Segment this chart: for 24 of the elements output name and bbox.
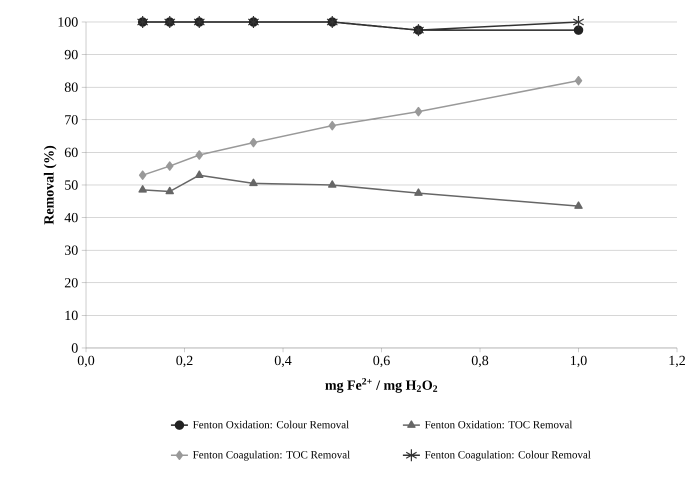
x-tick-label: 1,2: [670, 356, 685, 368]
y-tick-label: 80: [64, 82, 78, 92]
x-tick-label: 0,6: [373, 356, 390, 368]
x-tick-label: 1,0: [571, 356, 587, 368]
y-tick-label: 60: [64, 148, 78, 158]
y-tick-label: 50: [65, 180, 78, 190]
y-tick-label: 30: [64, 245, 78, 255]
y-axis-title: Removal (%): [44, 146, 56, 224]
y-tick-label: 0: [72, 343, 78, 353]
legend-label: Fenton Oxidation: TOC Removal: [424, 420, 572, 428]
x-tick-label: 0,2: [176, 356, 192, 368]
y-tick-label: 70: [65, 115, 78, 124]
legend-label: Fenton Coagulation: Colour Removal: [424, 450, 591, 461]
legend-label: Fenton Coagulation: TOC Removal: [192, 450, 350, 461]
y-tick-label: 20: [64, 278, 78, 288]
y-tick-label: 40: [64, 212, 78, 222]
x-tick-label: 0,4: [274, 356, 292, 368]
x-tick-label: 0,0: [78, 356, 94, 368]
x-axis-title: mg Fe$^{2+}$ / mg H$_{2}$O$_{2}$: [325, 378, 438, 393]
legend-label: Fenton Oxidation: Colour Removal: [192, 420, 349, 428]
y-tick-label: 10: [66, 310, 78, 320]
y-tick-label: 100: [58, 17, 78, 27]
y-tick-label: 90: [64, 50, 78, 60]
x-tick-label: 0,8: [472, 356, 488, 368]
